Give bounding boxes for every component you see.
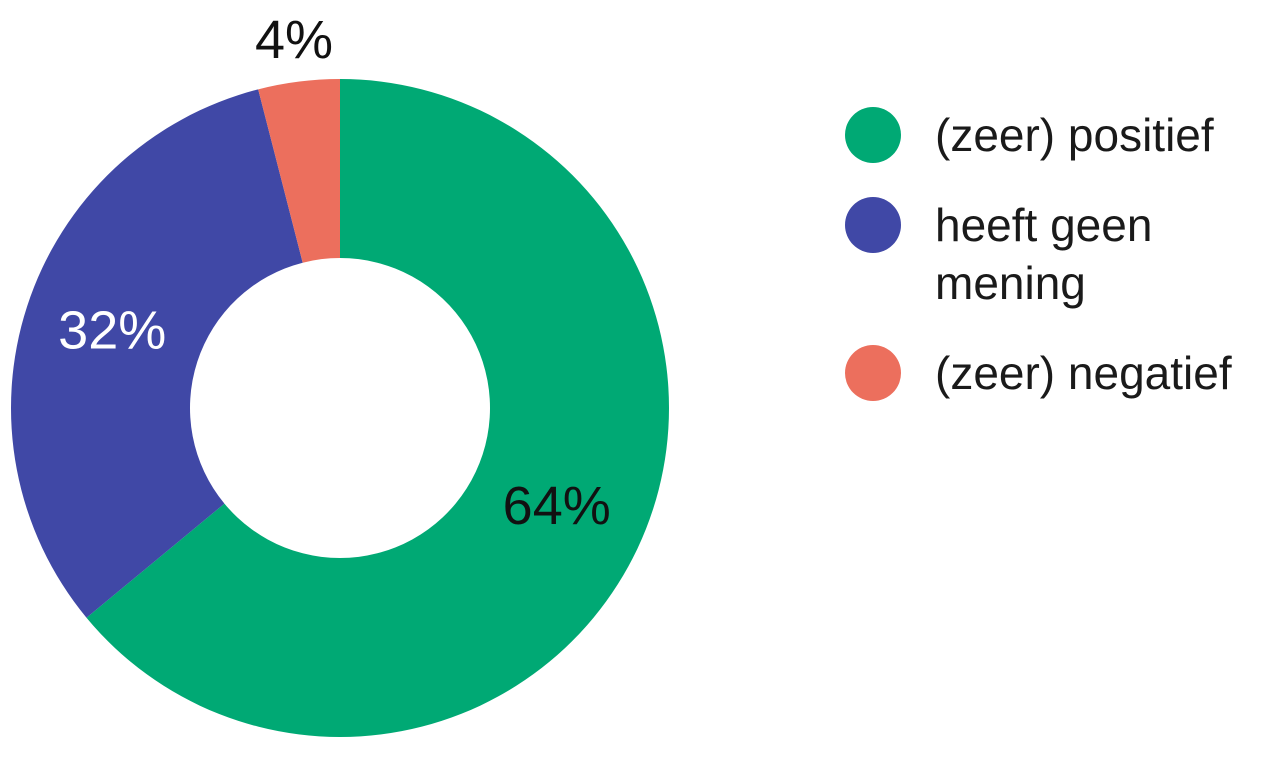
value-label: 4% — [255, 10, 333, 70]
chart: 64% 32% 4% — [10, 10, 669, 738]
value-label: 64% — [503, 476, 611, 536]
legend: (zeer) positief heeft geen mening (zeer) n… — [845, 106, 1255, 402]
legend-item: (zeer) positief — [845, 106, 1255, 164]
legend-swatch — [845, 107, 901, 163]
legend-swatch — [845, 197, 901, 253]
donut-slice — [258, 79, 340, 263]
donut-slice — [10, 89, 303, 618]
legend-item: heeft geen mening — [845, 196, 1255, 312]
legend-label: heeft geen mening — [935, 199, 1153, 309]
value-label: 32% — [58, 300, 166, 360]
donut-slice — [86, 79, 669, 738]
legend-label: (zeer) positief — [935, 109, 1214, 161]
legend-swatch — [845, 345, 901, 401]
legend-item: (zeer) negatief — [845, 344, 1255, 402]
legend-label: (zeer) negatief — [935, 347, 1232, 399]
